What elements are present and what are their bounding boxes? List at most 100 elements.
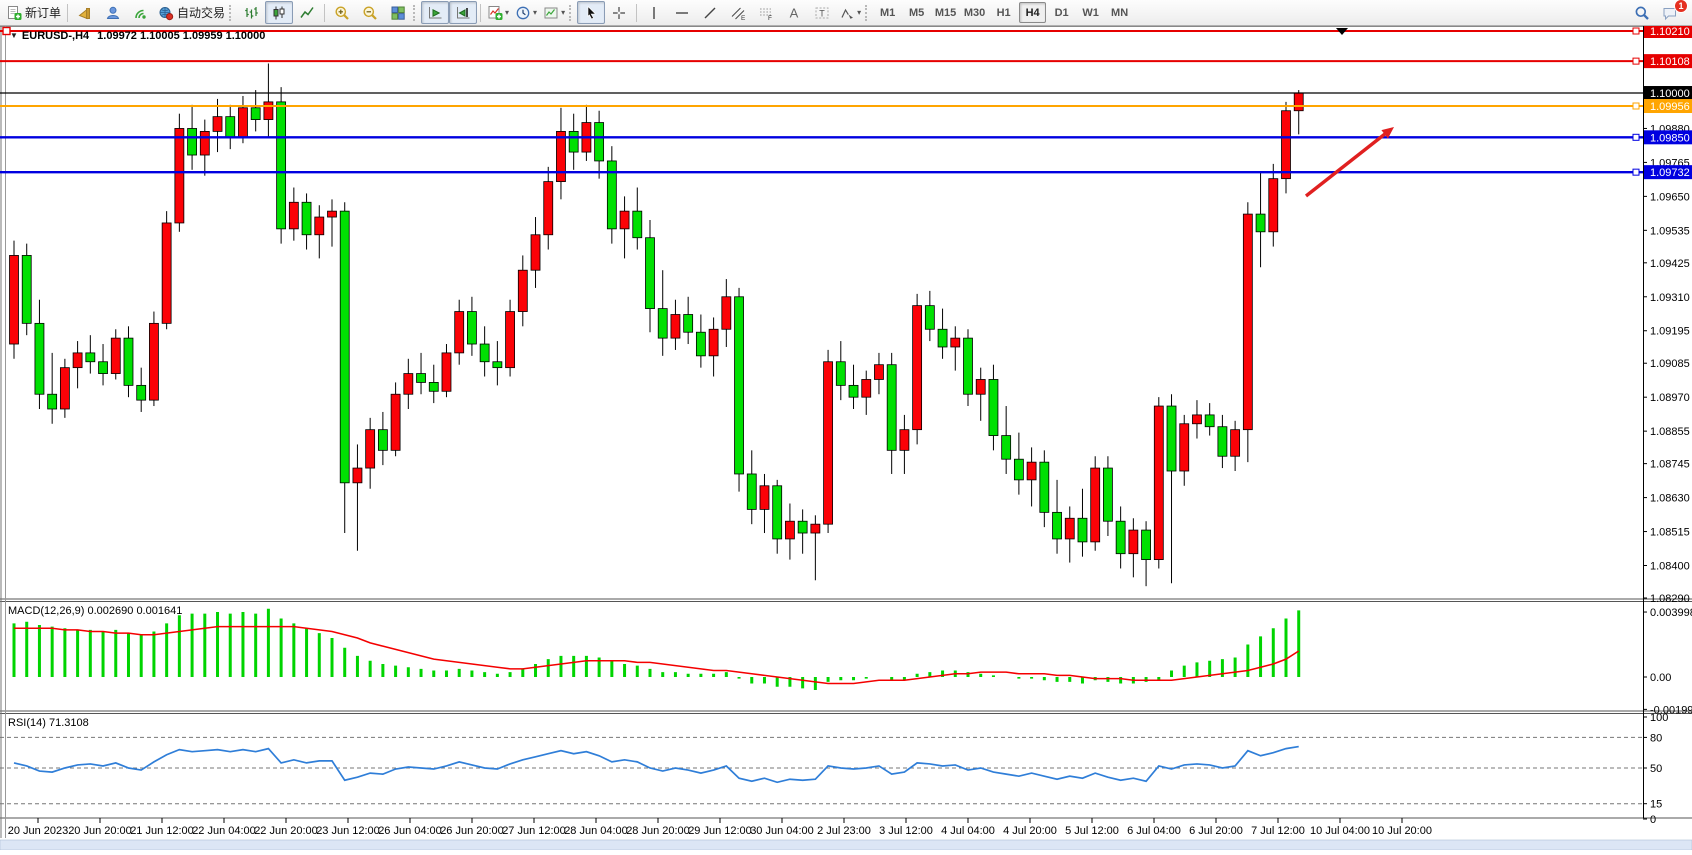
tile-windows-button[interactable] <box>384 1 412 24</box>
svg-text:0.00: 0.00 <box>1650 672 1671 684</box>
horizontal-line-button[interactable] <box>668 1 696 24</box>
svg-text:26 Jun 20:00: 26 Jun 20:00 <box>440 825 504 837</box>
text-label-icon: T <box>815 7 829 18</box>
trend-arrow-annotation[interactable] <box>1304 127 1394 198</box>
signals-button[interactable] <box>127 1 155 24</box>
data-window-button[interactable] <box>99 1 127 24</box>
svg-text:1.09650: 1.09650 <box>1650 191 1690 203</box>
svg-text:21 Jun 12:00: 21 Jun 12:00 <box>130 825 194 837</box>
trendline-button[interactable] <box>696 1 724 24</box>
timeframe-button-d1[interactable]: D1 <box>1054 6 1069 19</box>
timeframe-button-mn[interactable]: MN <box>1111 6 1129 19</box>
price-badge <box>1644 130 1692 145</box>
timeframe-button-w1[interactable]: W1 <box>1082 6 1099 19</box>
svg-text:0: 0 <box>1650 814 1656 826</box>
line-handle[interactable] <box>1632 57 1640 65</box>
notification-badge: 1 <box>1674 0 1688 13</box>
svg-text:80: 80 <box>1650 732 1662 744</box>
autotrade-icon <box>159 6 174 20</box>
svg-text:6 Jul 04:00: 6 Jul 04:00 <box>1127 825 1181 837</box>
vertical-line-icon <box>653 6 655 19</box>
pane-separators[interactable] <box>0 26 1692 819</box>
toolbar-separator <box>413 4 418 21</box>
price-badge <box>1644 165 1692 180</box>
search-button[interactable] <box>1628 1 1656 24</box>
price-marker-triangle <box>1336 28 1348 35</box>
line-handle[interactable] <box>1632 168 1640 176</box>
rsi-line <box>13 745 1299 784</box>
crosshair-button[interactable] <box>605 1 633 24</box>
candlestick-button[interactable] <box>265 1 294 24</box>
text-a-icon: A <box>790 5 799 20</box>
bar-chart-button[interactable] <box>237 1 265 24</box>
chart-canvas[interactable]: 1.098801.097651.096501.095351.094251.093… <box>0 24 1692 851</box>
line-handle[interactable] <box>1632 27 1640 35</box>
timeframe-button-h4[interactable]: H4 <box>1019 2 1047 23</box>
price-axis[interactable]: 1.098801.097651.096501.095351.094251.093… <box>1643 24 1692 605</box>
svg-text:E: E <box>741 15 746 21</box>
arrows-button[interactable]: ▾ <box>836 1 864 24</box>
search-icon <box>1635 6 1649 20</box>
auto-scroll-icon <box>429 6 442 18</box>
cursor-button[interactable] <box>577 1 606 24</box>
svg-text:1.08855: 1.08855 <box>1650 426 1690 438</box>
toolbar-separator <box>324 3 326 22</box>
equidistant-channel-button[interactable]: E <box>724 1 752 24</box>
svg-text:A: A <box>790 5 799 20</box>
cursor-icon <box>587 5 597 19</box>
timeframe-button-m1[interactable]: M1 <box>879 6 896 19</box>
notifications-button[interactable]: 1 <box>1656 0 1688 24</box>
svg-text:23 Jun 12:00: 23 Jun 12:00 <box>316 825 380 837</box>
svg-text:50: 50 <box>1650 763 1662 775</box>
svg-text:20 Jun 2023: 20 Jun 2023 <box>8 825 69 837</box>
timeframe-button-m30[interactable]: M30 <box>963 6 986 19</box>
toolbar-separator <box>480 3 482 22</box>
svg-text:1.09956: 1.09956 <box>1650 101 1690 113</box>
zoom-in-button[interactable] <box>328 1 356 24</box>
template-chart-icon <box>544 7 558 18</box>
chart-window[interactable]: ▼ EURUSD-,H4 1.09972 1.10005 1.09959 1.100… <box>0 24 1692 851</box>
line-handle[interactable] <box>2 26 11 36</box>
timeframe-button-m15[interactable]: M15 <box>934 6 957 19</box>
svg-text:6 Jul 20:00: 6 Jul 20:00 <box>1189 825 1243 837</box>
crosshair-icon <box>613 6 626 19</box>
text-label-button[interactable]: T <box>808 1 836 24</box>
svg-text:1.10000: 1.10000 <box>1650 88 1690 100</box>
price-badge <box>1644 99 1692 114</box>
marketwatch-button[interactable] <box>71 1 99 24</box>
line-chart-button[interactable] <box>293 1 321 24</box>
fibonacci-button[interactable]: F <box>752 1 780 24</box>
periods-button[interactable]: ▾ <box>512 1 540 24</box>
svg-text:29 Jun 12:00: 29 Jun 12:00 <box>688 825 752 837</box>
svg-text:10 Jul 20:00: 10 Jul 20:00 <box>1372 825 1432 837</box>
templates-button[interactable]: ▾ <box>540 1 568 24</box>
svg-text:10 Jul 04:00: 10 Jul 04:00 <box>1310 825 1370 837</box>
toolbar-right-group: 1 <box>1628 0 1688 24</box>
line-handle[interactable] <box>1632 102 1640 110</box>
indicators-button[interactable]: ▾ <box>484 1 512 24</box>
price-badge <box>1644 86 1692 101</box>
svg-text:1.10210: 1.10210 <box>1650 26 1690 38</box>
svg-text:7 Jul 12:00: 7 Jul 12:00 <box>1251 825 1305 837</box>
line-handle[interactable] <box>1632 133 1640 141</box>
svg-text:100: 100 <box>1650 712 1668 724</box>
new-order-button[interactable]: 新订单 <box>3 1 64 24</box>
gold-horn-icon <box>78 7 91 19</box>
toolbar-separator <box>636 3 638 22</box>
svg-text:4 Jul 04:00: 4 Jul 04:00 <box>941 825 995 837</box>
text-button[interactable]: A <box>780 1 808 24</box>
window-bottom-strip <box>0 839 1692 851</box>
zoom-out-button[interactable] <box>356 1 384 24</box>
auto-scroll-button[interactable] <box>421 1 450 24</box>
svg-text:1.09535: 1.09535 <box>1650 225 1690 237</box>
channel-icon: E <box>731 7 746 21</box>
timeframe-button-m5[interactable]: M5 <box>908 6 925 19</box>
trendline-icon <box>704 7 716 18</box>
chart-shift-button[interactable] <box>449 1 478 24</box>
autotrade-button[interactable]: 自动交易 <box>155 1 228 24</box>
vertical-line-button[interactable] <box>640 1 668 24</box>
horizontal-line-objects[interactable] <box>0 26 1643 176</box>
timeframe-button-h1[interactable]: H1 <box>996 6 1011 19</box>
autotrade-button-label: 自动交易 <box>177 6 226 20</box>
